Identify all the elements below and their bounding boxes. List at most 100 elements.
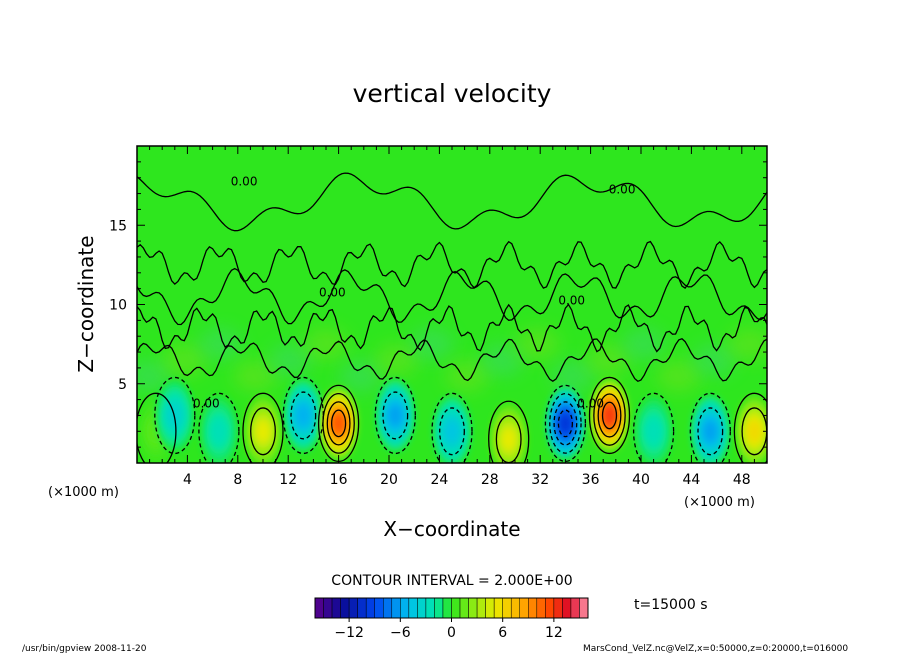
cell-level [501, 428, 516, 451]
cell-level [646, 420, 661, 443]
background-patch [304, 328, 348, 361]
colorbar-ticks: −12 −6 0 6 12 [334, 618, 563, 641]
cell-level [388, 404, 403, 427]
x-tick-label: 32 [531, 472, 549, 488]
colorbar-swatch [459, 597, 469, 619]
x-tick-label: 48 [733, 472, 751, 488]
colorbar-swatch [331, 597, 341, 619]
contour-line [137, 303, 767, 353]
background-patch [621, 328, 666, 361]
contour-ring [242, 392, 284, 463]
y-axis: 5 10 15 [109, 161, 767, 448]
contour-ring [632, 392, 675, 463]
contour-interval: CONTOUR INTERVAL = 2.000E+00 [331, 573, 572, 589]
colorbar-tick-label: −12 [334, 625, 364, 641]
colorbar-swatch [502, 597, 512, 619]
x-axis: 4 8 12 16 20 24 28 32 36 40 44 48 [149, 146, 755, 488]
plot-area: 0.00 0.00 0.00 0.00 0.00 0.00 [136, 145, 768, 464]
cell-level [331, 412, 346, 435]
x-tick-label: 16 [330, 472, 348, 488]
colorbar-swatch [348, 597, 358, 619]
contour-label: 0.00 [319, 286, 346, 300]
contour-ring [593, 385, 626, 446]
x-tick-label: 24 [430, 472, 448, 488]
x-tick-label: 12 [279, 472, 297, 488]
contour-ring [330, 409, 347, 438]
contour-line [137, 267, 767, 326]
contour-ring [382, 391, 409, 440]
background-patch [692, 343, 737, 376]
colorbar-swatch [553, 597, 563, 619]
colorbar-swatch [314, 597, 324, 619]
x-unit-left: (×1000 m) [48, 485, 119, 500]
contour-ring [549, 392, 582, 454]
colorbar-swatch [519, 597, 529, 619]
contour-ring [154, 376, 196, 455]
x-axis-label: X−coordinate [383, 517, 520, 541]
x-tick-label: 40 [632, 472, 650, 488]
contour-labels: 0.00 0.00 0.00 0.00 0.00 0.00 [193, 175, 636, 411]
y-axis-label: Z−coordinate [74, 235, 98, 372]
cell-level [212, 420, 226, 443]
background-patch [515, 328, 560, 361]
colorbar-swatch [323, 597, 333, 619]
contour-ring [601, 401, 618, 430]
colorbar-swatch [545, 597, 555, 619]
velocity-cell [591, 380, 628, 451]
cell-level [602, 404, 617, 427]
cell-level [558, 412, 573, 435]
x-tick-label: 8 [233, 472, 242, 488]
contour-label: 0.00 [231, 175, 258, 189]
contour-ring [374, 376, 416, 455]
background-patch [409, 328, 454, 361]
colorbar-swatch [400, 597, 410, 619]
contour-ring [439, 407, 465, 456]
colorbar-swatch [528, 597, 538, 619]
contour-ring [689, 392, 731, 463]
contour-line [137, 338, 767, 383]
colorbar-swatch [442, 597, 452, 619]
x-tick-label: 20 [380, 472, 398, 488]
colorbar-swatch [434, 597, 444, 619]
y-tick-label: 10 [109, 298, 127, 314]
colorbar-swatch [391, 597, 401, 619]
contour-ring [733, 392, 767, 463]
contour-ring [553, 401, 578, 446]
colorbar-tick-label: 0 [447, 625, 456, 641]
x-tick-label: 44 [682, 472, 700, 488]
contour-ring [544, 384, 587, 463]
contour-ring [488, 400, 530, 463]
velocity-cell [320, 388, 357, 459]
colorbar-tick-label: −6 [390, 625, 411, 641]
velocity-cell [490, 404, 527, 463]
contour-ring [137, 392, 177, 463]
contour-label: 0.00 [193, 397, 220, 411]
contour-ring [322, 392, 355, 454]
velocity-cell [377, 380, 414, 451]
velocity-cell [547, 388, 584, 459]
background-patch [374, 343, 419, 376]
contour-ring [431, 392, 473, 463]
colorbar-swatch [417, 597, 427, 619]
colorbar-swatch [476, 597, 486, 619]
colorbar-swatch [408, 597, 418, 619]
cell-level [747, 420, 762, 443]
background-patch [198, 328, 243, 361]
x-tick-label: 28 [481, 472, 499, 488]
colorbar-tick-label: 6 [498, 625, 507, 641]
chart-title: vertical velocity [353, 79, 552, 108]
footer-right: MarsCond_VelZ.nc@VelZ,x=0:50000,z=0:2000… [583, 644, 848, 654]
colorbar-swatch [510, 597, 520, 619]
background-patch [480, 343, 525, 376]
cell-level [445, 420, 459, 443]
contour-ring [326, 401, 351, 446]
background-patch [137, 359, 172, 392]
colorbar-swatch [570, 597, 580, 619]
contour-ring [557, 409, 574, 438]
contour-lines [137, 172, 767, 463]
cell-level [703, 420, 718, 443]
colorbar-swatch [468, 597, 478, 619]
contour-label: 0.00 [558, 294, 585, 308]
velocity-cells [137, 380, 767, 463]
